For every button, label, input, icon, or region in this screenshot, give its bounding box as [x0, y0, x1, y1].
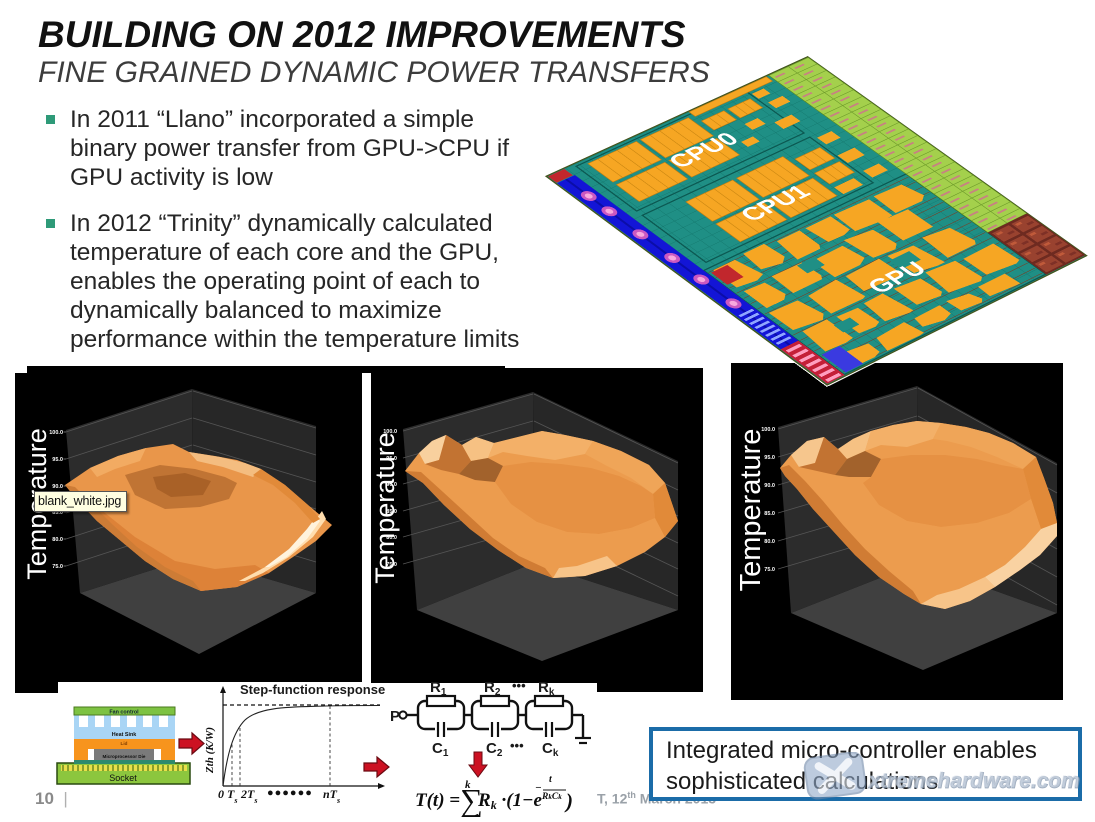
svg-text:): ) — [564, 789, 573, 813]
svg-text:P: P — [390, 708, 400, 725]
svg-text:Rk: Rk — [538, 679, 555, 698]
svg-text:Rk ·(1−e: Rk ·(1−e — [477, 790, 543, 812]
svg-text:RkCk: RkCk — [541, 792, 562, 802]
svg-text:−: − — [535, 782, 542, 794]
svg-text:Fan control: Fan control — [109, 710, 139, 716]
svg-text:Temperature: Temperature — [735, 429, 767, 592]
svg-text:Ck: Ck — [542, 740, 559, 759]
svg-text:95.0: 95.0 — [764, 455, 775, 461]
svg-text:0: 0 — [218, 787, 224, 801]
svg-text:95.0: 95.0 — [52, 457, 63, 463]
svg-text:Temperature: Temperature — [371, 432, 400, 584]
svg-text:Socket: Socket — [109, 773, 137, 783]
svg-text:85.0: 85.0 — [386, 509, 397, 515]
svg-text:•••: ••• — [512, 678, 526, 693]
svg-text:xtremehardware.com: xtremehardware.com — [868, 770, 1080, 793]
svg-text:xtremehardware.com: xtremehardware.com — [867, 769, 1079, 792]
svg-text:Step-function response: Step-function response — [240, 682, 385, 697]
svg-text:75.0: 75.0 — [386, 562, 397, 568]
svg-text:90.0: 90.0 — [386, 482, 397, 488]
svg-text:75.0: 75.0 — [52, 564, 63, 570]
svg-text:80.0: 80.0 — [386, 535, 397, 541]
svg-text:85.0: 85.0 — [52, 510, 63, 516]
svg-text:2Ts: 2Ts — [240, 787, 257, 805]
svg-text:100.0: 100.0 — [761, 427, 775, 433]
svg-text:∑: ∑ — [460, 782, 483, 817]
svg-text:R2: R2 — [484, 679, 501, 698]
svg-text:85.0: 85.0 — [764, 511, 775, 517]
svg-text:•••: ••• — [510, 738, 524, 753]
svg-text:R1: R1 — [430, 679, 447, 698]
svg-text:75.0: 75.0 — [764, 567, 775, 573]
svg-text:Heat Sink: Heat Sink — [112, 732, 137, 738]
svg-text:Lid: Lid — [121, 741, 128, 746]
svg-text:90.0: 90.0 — [764, 483, 775, 489]
svg-text:k: k — [465, 779, 471, 791]
svg-text:●●●●●●: ●●●●●● — [267, 787, 313, 799]
svg-text:nTs: nTs — [323, 787, 340, 805]
svg-text:C1: C1 — [432, 740, 449, 759]
svg-text:T(t) =: T(t) = — [415, 790, 460, 811]
svg-text:Ts: Ts — [227, 787, 237, 805]
svg-text:100.0: 100.0 — [49, 430, 63, 436]
svg-text:k=1: k=1 — [462, 812, 479, 817]
svg-text:C2: C2 — [486, 740, 503, 759]
svg-text:80.0: 80.0 — [52, 537, 63, 543]
svg-text:Zth (K/W): Zth (K/W) — [205, 727, 216, 774]
svg-text:t: t — [549, 774, 553, 785]
svg-text:100.0: 100.0 — [383, 429, 397, 435]
svg-text:Microprocessor Die: Microprocessor Die — [103, 754, 146, 759]
svg-text:95.0: 95.0 — [386, 456, 397, 462]
svg-text:80.0: 80.0 — [764, 539, 775, 545]
svg-text:90.0: 90.0 — [52, 484, 63, 490]
